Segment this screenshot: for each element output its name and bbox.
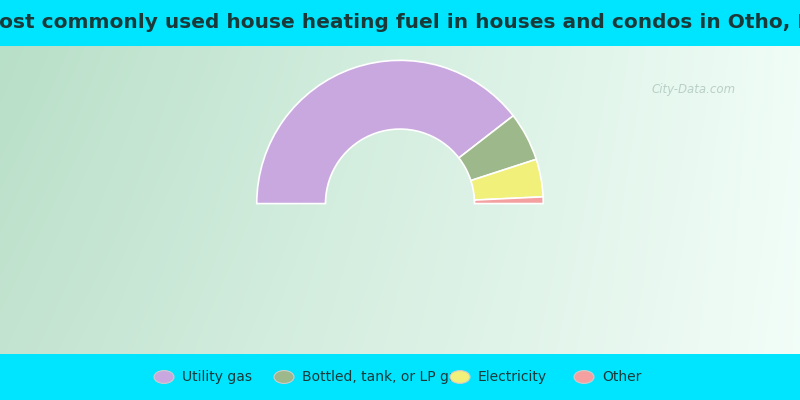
Text: Electricity: Electricity [478, 370, 547, 384]
Wedge shape [257, 60, 513, 204]
Text: Utility gas: Utility gas [182, 370, 252, 384]
Wedge shape [459, 116, 536, 180]
Wedge shape [474, 197, 543, 204]
Ellipse shape [274, 370, 294, 384]
Ellipse shape [450, 370, 470, 384]
Text: Most commonly used house heating fuel in houses and condos in Otho, IA: Most commonly used house heating fuel in… [0, 14, 800, 32]
Ellipse shape [154, 370, 174, 384]
Text: Other: Other [602, 370, 642, 384]
Text: Bottled, tank, or LP gas: Bottled, tank, or LP gas [302, 370, 465, 384]
Ellipse shape [574, 370, 594, 384]
Wedge shape [471, 159, 543, 200]
Text: City-Data.com: City-Data.com [652, 83, 736, 96]
